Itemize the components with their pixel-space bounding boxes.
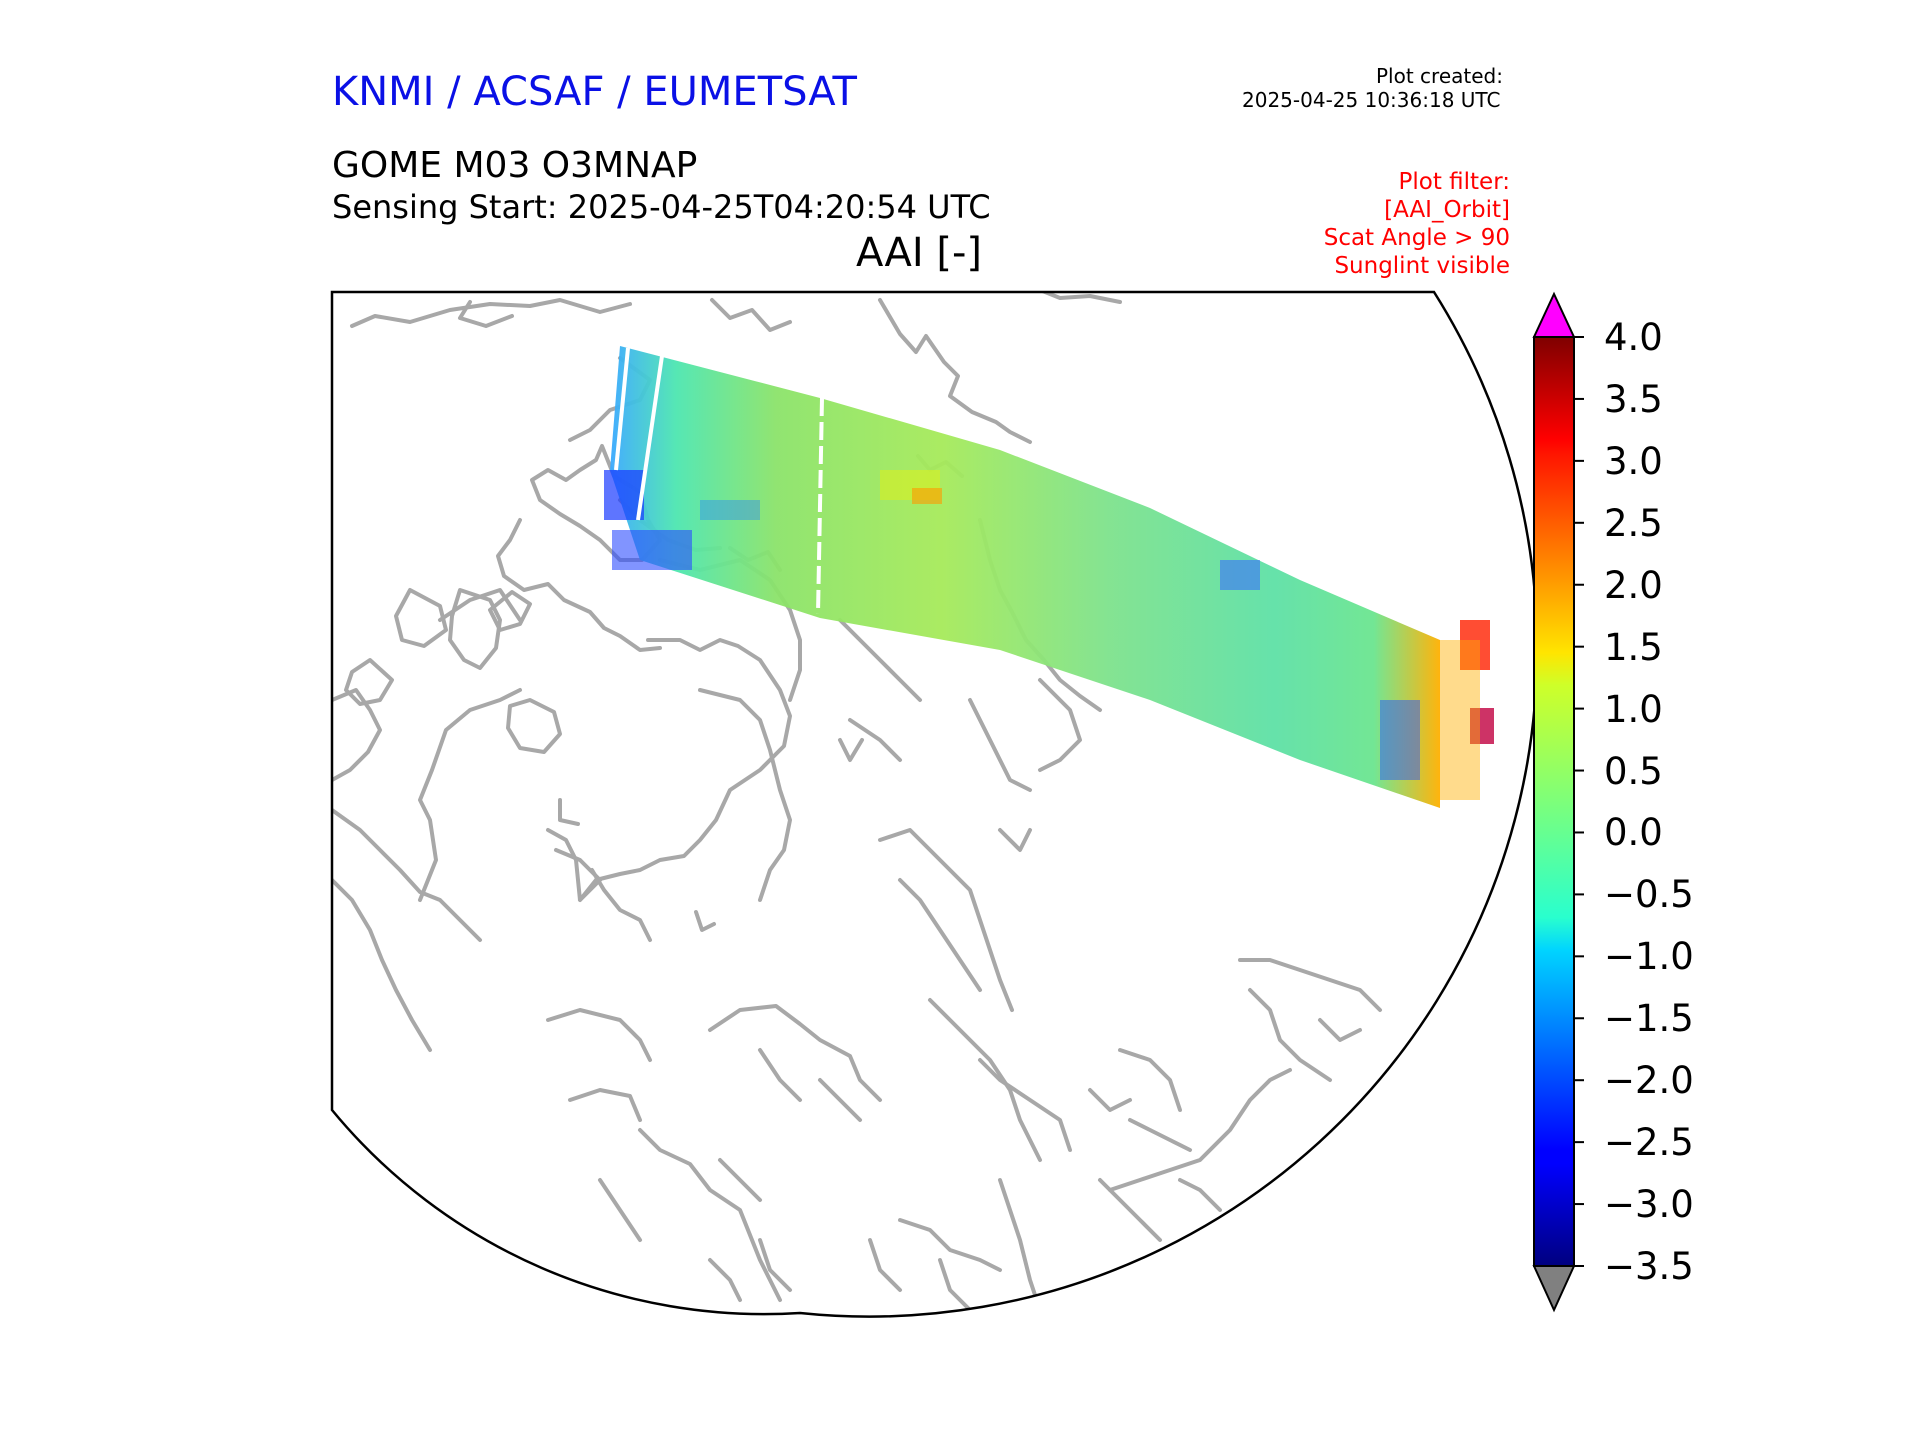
colorbar xyxy=(1532,291,1584,1313)
plot-filter-item: [AAI_Orbit] xyxy=(1384,197,1510,223)
colorbar-gradient xyxy=(1534,337,1574,1266)
colorbar-tick-label: 2.5 xyxy=(1604,501,1663,545)
plot-created-label: Plot created: xyxy=(1376,64,1503,88)
plot-filter-heading: Plot filter: xyxy=(1398,169,1510,195)
colorbar-tick-label: −1.0 xyxy=(1604,935,1694,979)
product-title: GOME M03 O3MNAP xyxy=(332,145,698,186)
swath-anomalies xyxy=(604,470,1494,800)
variable-title: AAI [-] xyxy=(856,230,982,276)
colorbar-tick-label: 3.0 xyxy=(1604,439,1663,483)
colorbar-tick-label: 3.5 xyxy=(1604,377,1663,421)
colorbar-tick-label: 1.5 xyxy=(1604,625,1663,669)
colorbar-tick-label: −0.5 xyxy=(1604,873,1694,917)
sensing-start: Sensing Start: 2025-04-25T04:20:54 UTC xyxy=(332,188,991,226)
plot-created-time: 2025-04-25 10:36:18 UTC xyxy=(1242,88,1501,112)
aai-swath xyxy=(610,346,1440,808)
colorbar-tick-label: 2.0 xyxy=(1604,563,1663,607)
plot-filter-item: Sunglint visible xyxy=(1334,253,1510,279)
colorbar-tick-label: −2.0 xyxy=(1604,1059,1694,1103)
colorbar-tick-label: −1.5 xyxy=(1604,997,1694,1041)
colorbar-tick-label: −3.5 xyxy=(1604,1245,1694,1288)
colorbar-tick-label: 1.0 xyxy=(1604,687,1663,731)
organization-title: KNMI / ACSAF / EUMETSAT xyxy=(332,69,857,115)
colorbar-tick-label: 0.0 xyxy=(1604,811,1663,855)
plot-filter-item: Scat Angle > 90 xyxy=(1323,225,1510,251)
swath-gaps xyxy=(614,347,824,615)
colorbar-extend-max xyxy=(1532,291,1576,338)
colorbar-tick-label: 0.5 xyxy=(1604,749,1663,793)
colorbar-tick-label: −2.5 xyxy=(1604,1121,1694,1165)
colorbar-tick-label: 4.0 xyxy=(1604,316,1663,359)
colorbar-extend-min xyxy=(1532,1265,1576,1313)
colorbar-tick-label: −3.0 xyxy=(1604,1183,1694,1227)
